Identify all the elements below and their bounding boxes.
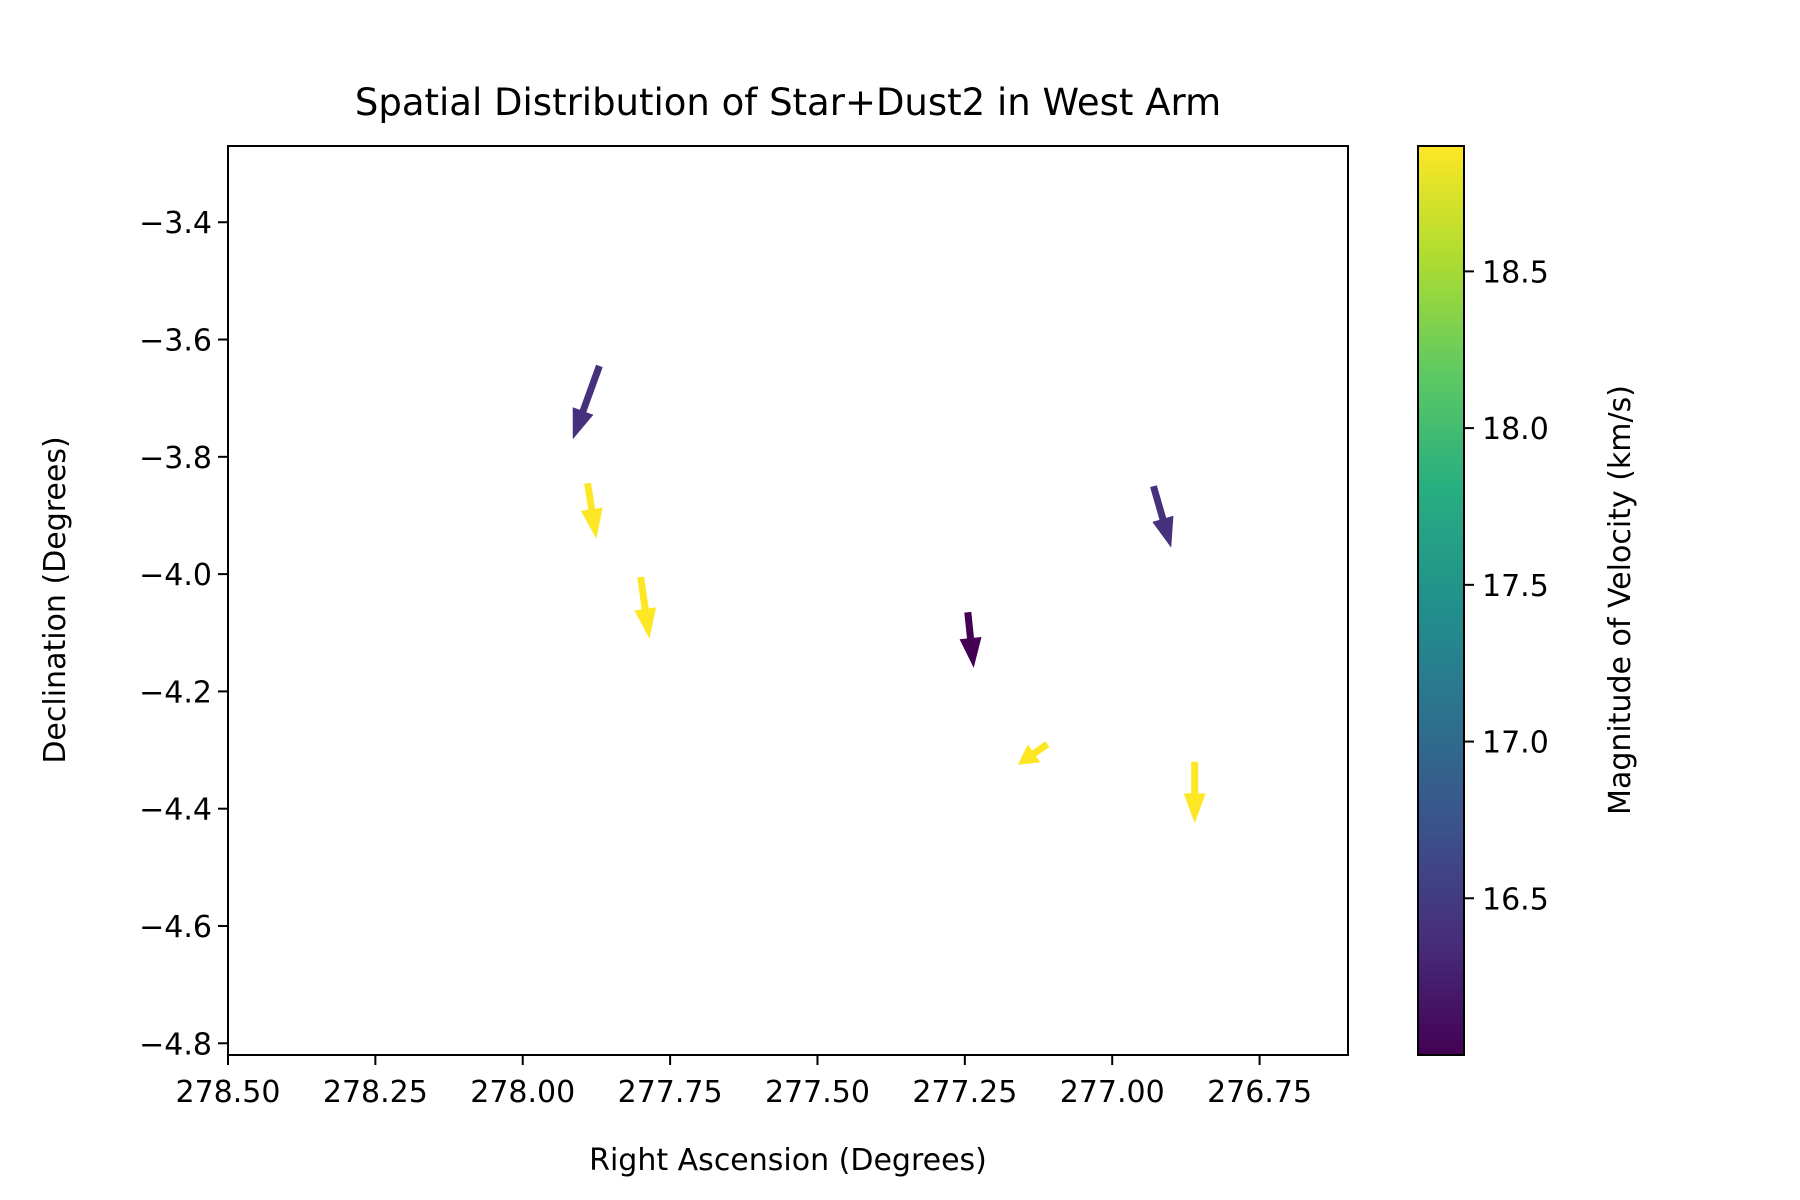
y-axis-ticks: −3.4 −3.6 −3.8 −4.0 −4.2 −4.4 −4.6 −4.8 — [139, 206, 228, 1062]
y-tick-label: −3.6 — [139, 324, 212, 359]
vector-layer — [572, 364, 1206, 824]
colorbar-tick-label: 16.5 — [1482, 882, 1549, 917]
velocity-arrow — [1150, 485, 1174, 548]
colorbar-tick-label: 17.0 — [1482, 726, 1549, 761]
x-axis-ticks: 278.50 278.25 278.00 277.75 277.50 277.25 277.… — [176, 1055, 1312, 1110]
plot-area — [227, 145, 1349, 1056]
x-tick-label: 277.00 — [1060, 1075, 1165, 1110]
colorbar-tick-label: 17.5 — [1482, 569, 1549, 604]
x-tick-label: 276.75 — [1207, 1075, 1312, 1110]
y-tick-label: −4.2 — [139, 675, 212, 710]
y-tick-label: −4.8 — [139, 1027, 212, 1062]
velocity-arrow — [1183, 761, 1206, 824]
x-tick-label: 278.50 — [176, 1075, 281, 1110]
velocity-arrow — [634, 576, 657, 639]
x-tick-label: 277.25 — [912, 1075, 1017, 1110]
x-tick-label: 278.25 — [323, 1075, 428, 1110]
y-tick-label: −3.4 — [139, 206, 212, 241]
colorbar-ticks: 16.5 17.0 17.5 18.0 18.5 — [1464, 255, 1549, 917]
velocity-arrow — [572, 364, 603, 440]
velocity-arrow — [580, 482, 603, 539]
x-tick-label: 277.75 — [618, 1075, 723, 1110]
x-axis-label: Right Ascension (Degrees) — [589, 1143, 987, 1178]
chart-title: Spatial Distribution of Star+Dust2 in We… — [355, 81, 1221, 124]
y-tick-label: −3.8 — [139, 441, 212, 476]
velocity-arrow — [959, 611, 982, 668]
y-tick-label: −4.0 — [139, 558, 212, 593]
velocity-arrow — [1017, 741, 1050, 765]
colorbar-label: Magnitude of Velocity (km/s) — [1603, 385, 1638, 815]
colorbar-tick-label: 18.5 — [1482, 255, 1549, 290]
colorbar-tick-label: 18.0 — [1482, 412, 1549, 447]
y-tick-label: −4.6 — [139, 910, 212, 945]
x-tick-label: 278.00 — [470, 1075, 575, 1110]
colorbar — [1417, 145, 1465, 1056]
x-tick-label: 277.50 — [765, 1075, 870, 1110]
y-tick-label: −4.4 — [139, 793, 212, 828]
y-axis-label: Declination (Degrees) — [38, 436, 73, 763]
